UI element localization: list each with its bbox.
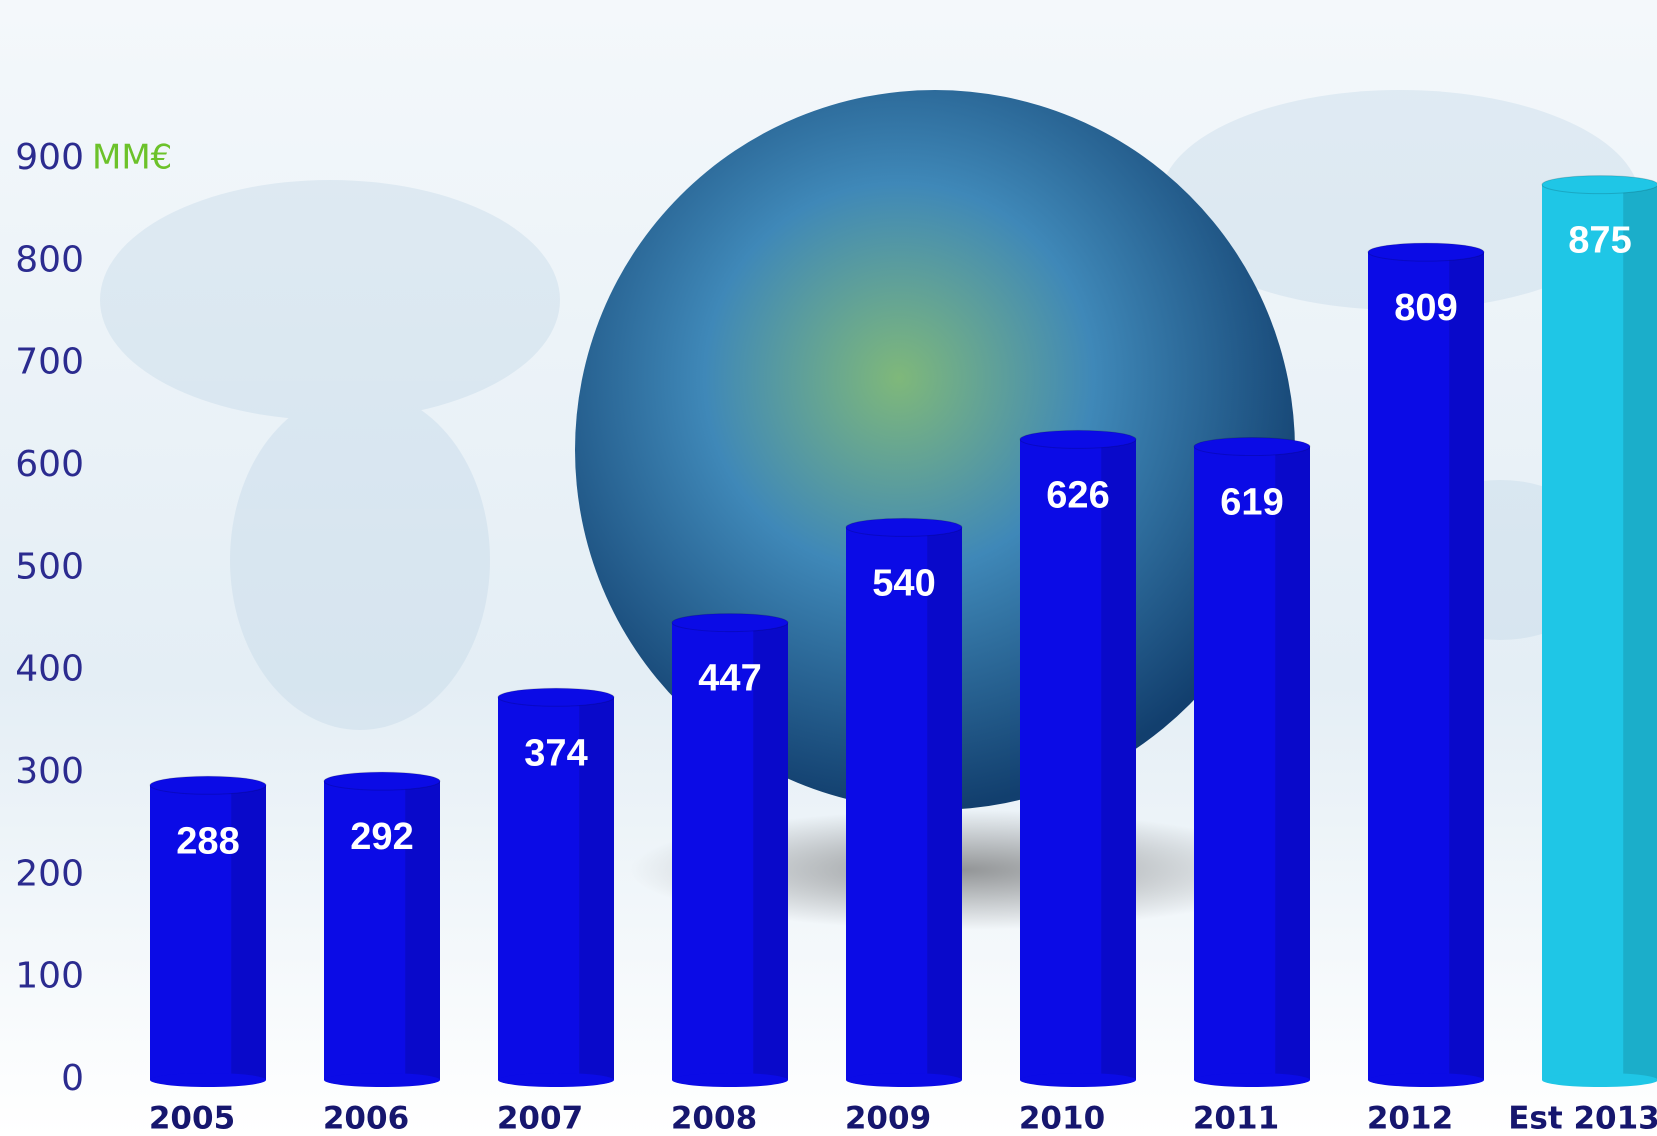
bar-bottom bbox=[846, 1073, 962, 1087]
bar-shade bbox=[927, 527, 962, 1080]
bar-bottom bbox=[150, 1073, 266, 1087]
bar-shade bbox=[1275, 446, 1310, 1081]
x-tick-label: 2010 bbox=[1019, 1101, 1105, 1136]
bar bbox=[324, 781, 440, 1080]
bar-shade bbox=[231, 785, 266, 1080]
bar-bottom bbox=[1020, 1073, 1136, 1087]
bar-bottom bbox=[1194, 1073, 1310, 1087]
bar-bottom bbox=[324, 1073, 440, 1087]
bar bbox=[150, 785, 266, 1080]
value-label: 619 bbox=[1220, 482, 1283, 524]
x-tick-label: Est 2013 bbox=[1508, 1101, 1657, 1136]
bar-shade bbox=[405, 781, 440, 1080]
x-tick-label: 2005 bbox=[149, 1101, 235, 1136]
value-label: 288 bbox=[176, 820, 239, 862]
bar-top bbox=[671, 613, 789, 633]
y-tick-label: 100 bbox=[15, 956, 84, 997]
bar bbox=[846, 527, 962, 1080]
bar-shade bbox=[579, 697, 614, 1080]
x-tick-label: 2011 bbox=[1193, 1101, 1279, 1136]
y-tick-label: 500 bbox=[15, 546, 84, 587]
y-tick-label: 0 bbox=[61, 1058, 84, 1099]
bar-top bbox=[323, 771, 441, 791]
x-tick-label: 2007 bbox=[497, 1101, 583, 1136]
bar-top bbox=[149, 775, 267, 795]
y-tick-label: 400 bbox=[15, 649, 84, 690]
bar-bottom bbox=[1368, 1073, 1484, 1087]
y-tick-label: 800 bbox=[15, 239, 84, 280]
bar-shade bbox=[753, 622, 788, 1080]
value-label: 447 bbox=[698, 658, 761, 700]
bar-top bbox=[845, 517, 963, 537]
value-label: 540 bbox=[872, 562, 935, 604]
bar-top bbox=[1367, 242, 1485, 262]
bar-shade bbox=[1449, 252, 1484, 1080]
y-tick-label: 900 bbox=[15, 137, 84, 178]
x-tick-label: 2006 bbox=[323, 1101, 409, 1136]
value-label: 292 bbox=[350, 816, 413, 858]
bar-bottom bbox=[1542, 1073, 1657, 1087]
bar bbox=[1368, 252, 1484, 1080]
bar-top bbox=[1541, 175, 1657, 195]
bar bbox=[498, 697, 614, 1080]
value-label: 626 bbox=[1046, 474, 1109, 516]
value-label: 374 bbox=[524, 732, 587, 774]
unit-label: MM€ bbox=[92, 138, 172, 178]
bar bbox=[1194, 446, 1310, 1081]
bar-shade bbox=[1623, 184, 1657, 1081]
bar-bottom bbox=[672, 1073, 788, 1087]
value-label: 809 bbox=[1394, 287, 1457, 329]
y-tick-label: 600 bbox=[15, 444, 84, 485]
x-tick-label: 2008 bbox=[671, 1101, 757, 1136]
y-tick-label: 700 bbox=[15, 342, 84, 383]
x-tick-label: 2009 bbox=[845, 1101, 931, 1136]
x-tick-label: 2012 bbox=[1367, 1101, 1453, 1136]
y-tick-label: 300 bbox=[15, 751, 84, 792]
bar bbox=[1542, 184, 1657, 1081]
bar-shade bbox=[1101, 439, 1136, 1081]
bar-top bbox=[1193, 437, 1311, 457]
bar-bottom bbox=[498, 1073, 614, 1087]
bar-top bbox=[1019, 429, 1137, 449]
bar bbox=[672, 622, 788, 1080]
bar bbox=[1020, 439, 1136, 1081]
value-label: 875 bbox=[1568, 220, 1631, 262]
y-tick-label: 200 bbox=[15, 853, 84, 894]
bar-top bbox=[497, 687, 615, 707]
